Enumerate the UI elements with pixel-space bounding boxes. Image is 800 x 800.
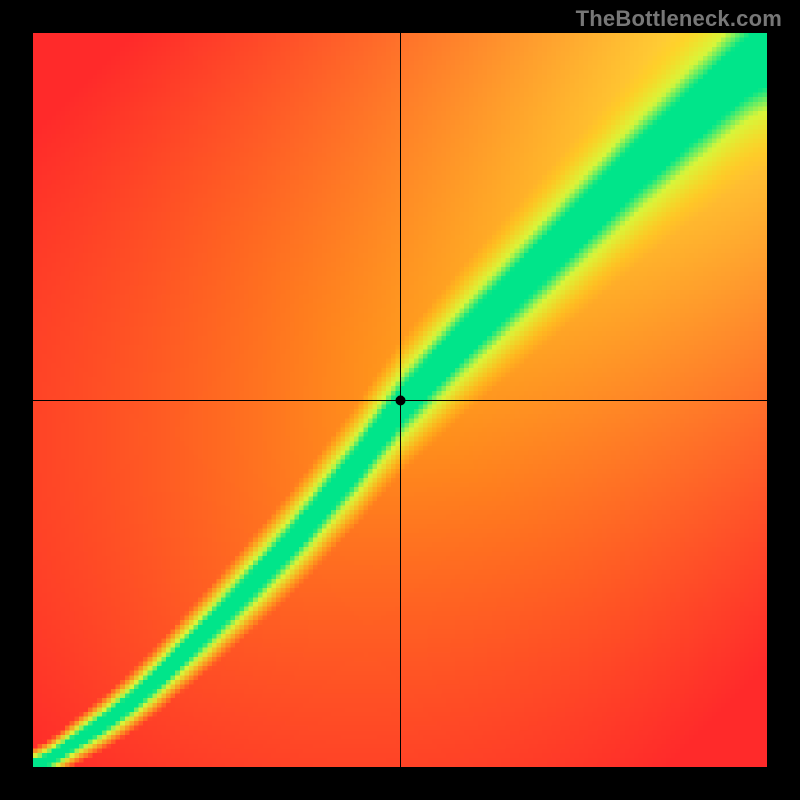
attribution-label: TheBottleneck.com — [576, 6, 782, 32]
crosshair-overlay — [33, 33, 767, 767]
chart-frame: TheBottleneck.com — [0, 0, 800, 800]
